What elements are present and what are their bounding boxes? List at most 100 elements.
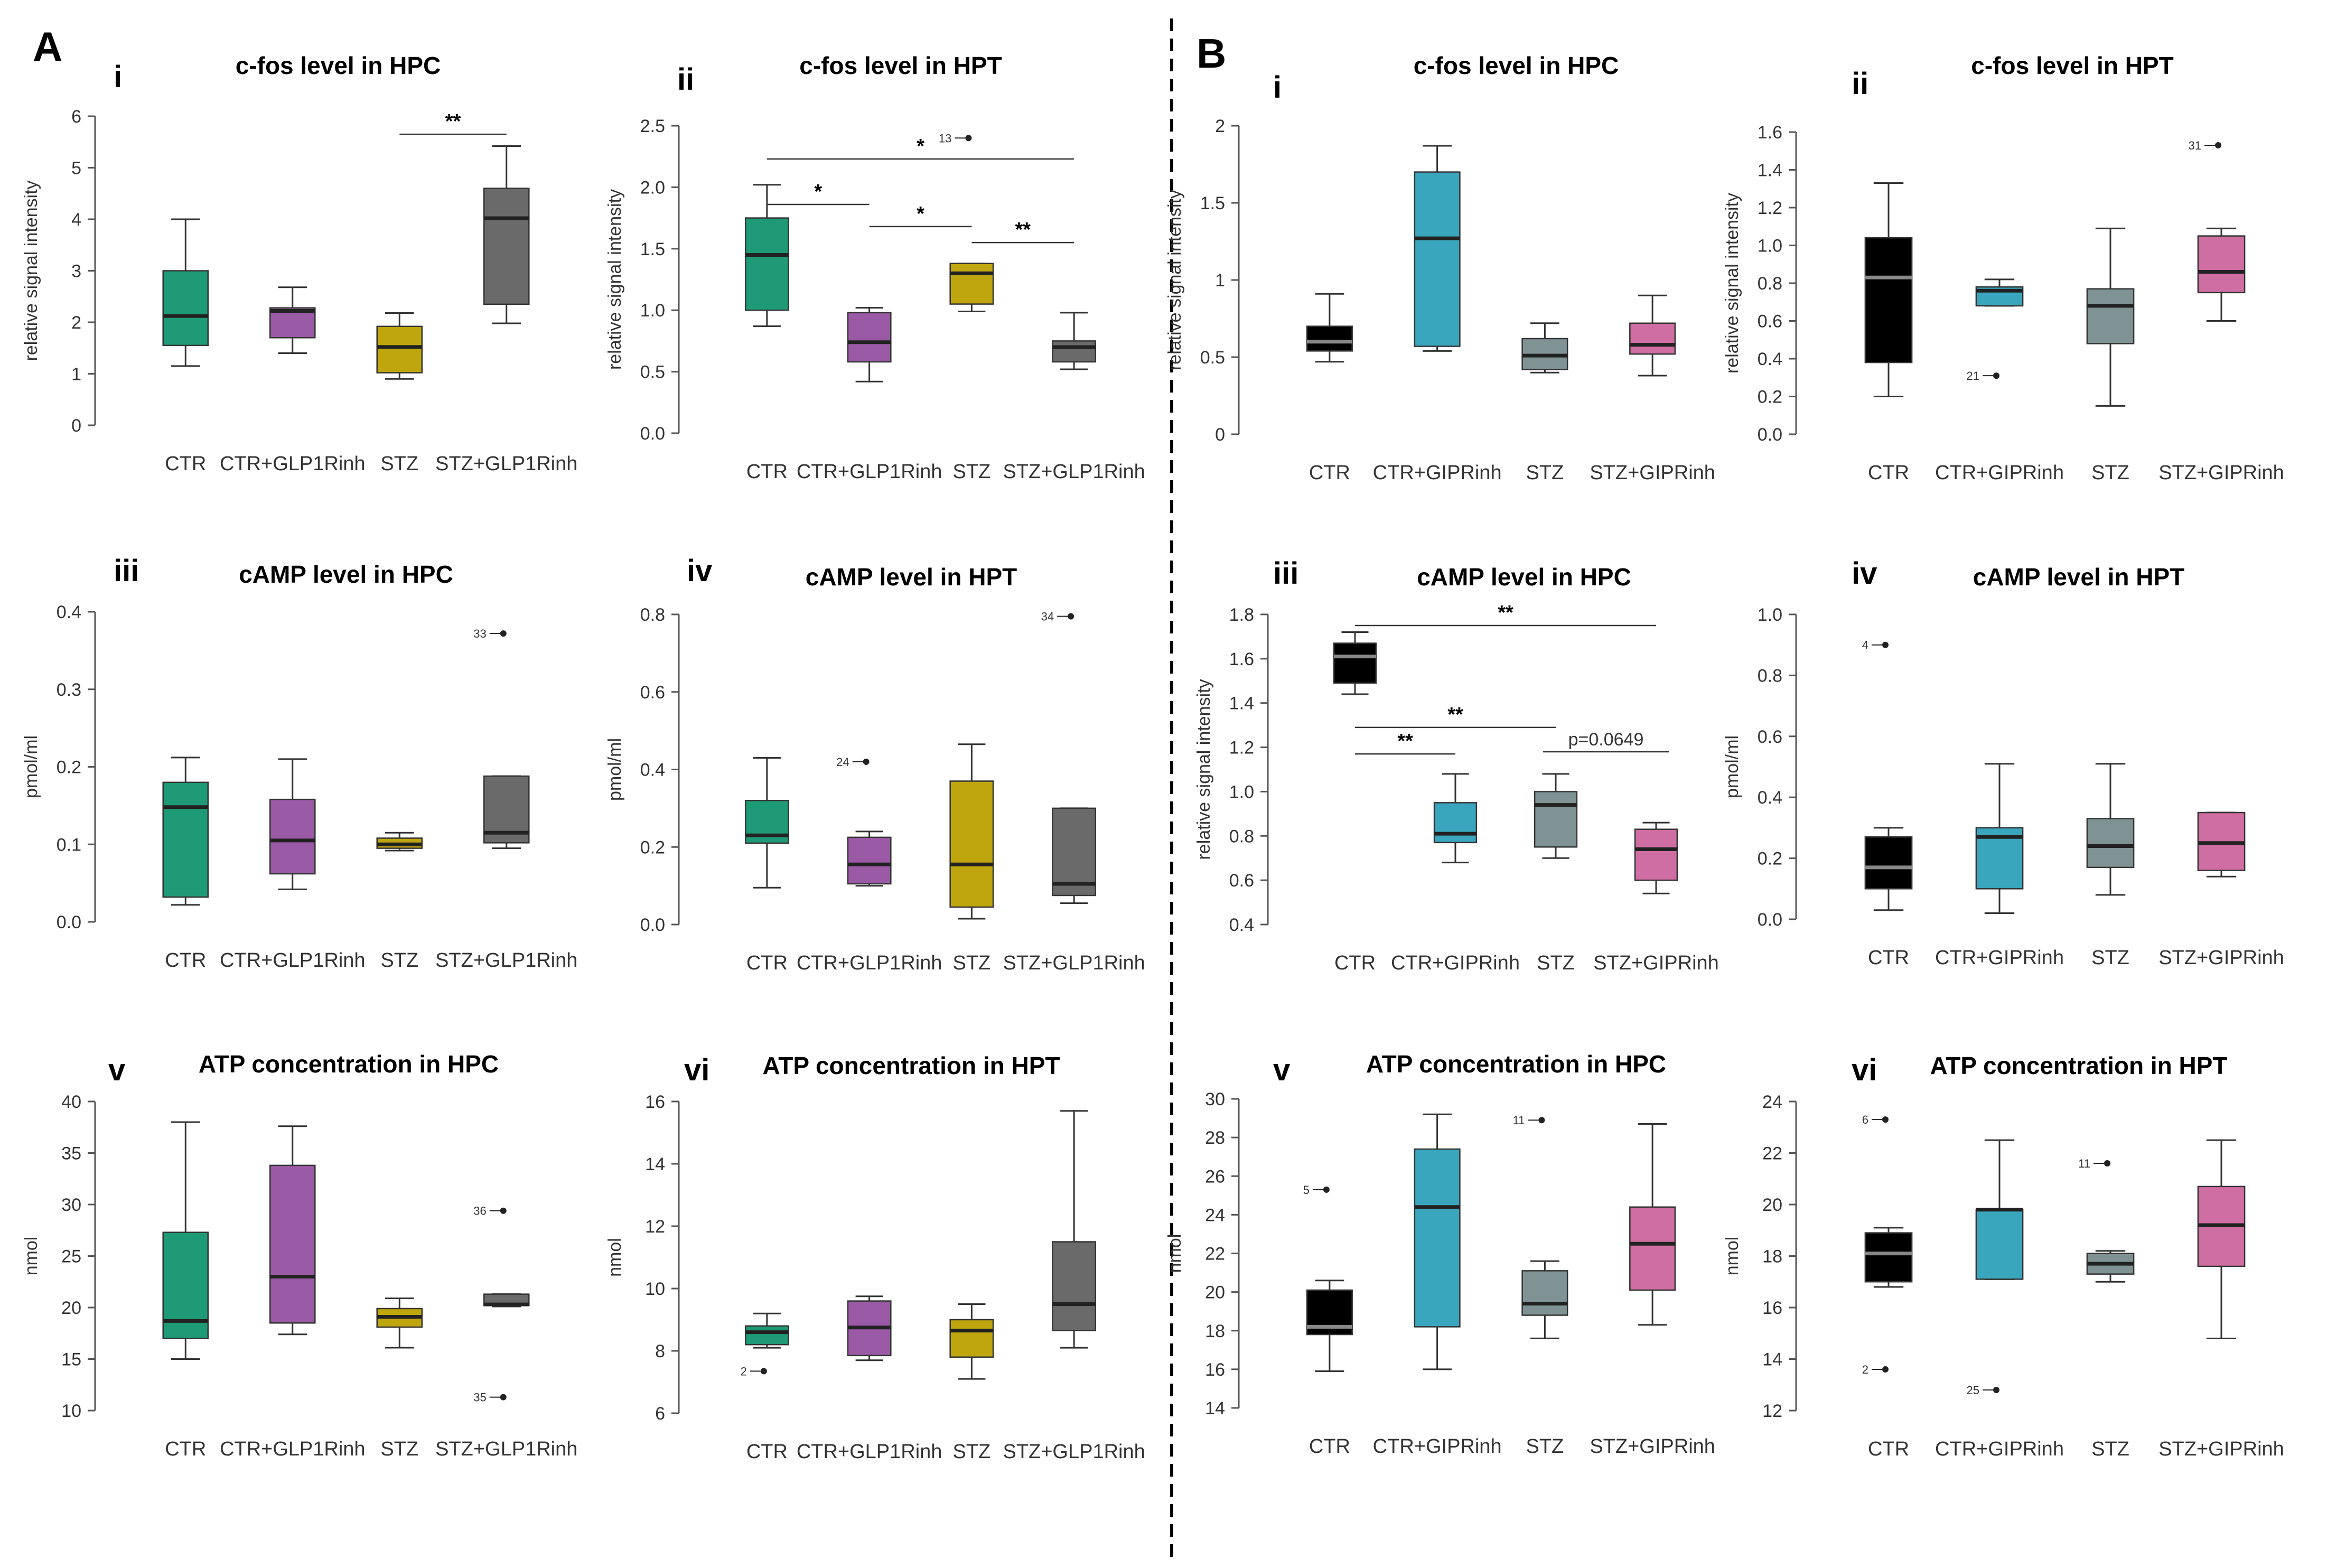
box-body-1 (1414, 171, 1461, 347)
y-axis-label: nmol (21, 1237, 41, 1276)
outlier-point (500, 630, 507, 637)
x-category-label: CTR+GLP1Rinh (220, 1438, 366, 1460)
y-tick-label: 30 (61, 1195, 81, 1215)
y-tick-label: 0.4 (640, 760, 665, 780)
y-tick-label: 0.0 (57, 912, 81, 932)
outlier-label: 4 (1862, 639, 1868, 652)
y-tick-label: 10 (645, 1279, 665, 1299)
x-category-label: CTR+GIPRinh (1373, 1435, 1502, 1458)
y-tick-label: 2.5 (640, 116, 665, 136)
y-tick-label: 0.4 (1758, 349, 1782, 369)
x-category-label: CTR (1868, 947, 1909, 969)
x-category-label: CTR (746, 1441, 788, 1463)
x-category-label: CTR (1334, 952, 1376, 974)
y-axis-label: nmol (605, 1238, 625, 1277)
y-tick-label: 16 (645, 1092, 665, 1112)
outlier-label: 25 (1967, 1384, 1979, 1397)
box-body-3 (483, 188, 530, 305)
box-body-2 (1534, 791, 1578, 848)
significance-label: ** (1397, 730, 1413, 752)
x-category-label: STZ (1526, 1435, 1564, 1458)
y-tick-label: 28 (1205, 1128, 1225, 1148)
panel-roman-numeral: i (1273, 70, 1282, 105)
y-tick-label: 0.6 (1758, 312, 1782, 332)
x-category-label: STZ+GLP1Rinh (435, 949, 577, 972)
outlier-point (1538, 1117, 1545, 1124)
y-axis-label: nmol (1165, 1234, 1185, 1273)
y-tick-label: 1.5 (1200, 193, 1225, 213)
y-tick-label: 25 (61, 1247, 81, 1267)
y-tick-label: 4 (71, 210, 81, 230)
box-body-0 (1864, 1232, 1913, 1283)
outlier-label: 6 (1862, 1113, 1868, 1126)
y-tick-label: 1.8 (1229, 605, 1254, 625)
panel-roman-numeral: iii (114, 554, 139, 588)
y-tick-label: 1 (71, 365, 81, 385)
x-category-label: STZ (2091, 947, 2129, 969)
outlier-label: 5 (1303, 1183, 1310, 1197)
section-label-b: B (1197, 30, 1226, 77)
y-tick-label: 3 (71, 262, 81, 282)
box-body-2 (949, 780, 994, 908)
box-body-1 (847, 836, 892, 885)
outlier-point (500, 1394, 507, 1401)
box-body-3 (1052, 340, 1097, 363)
outlier-point (1882, 641, 1889, 648)
outlier-point (760, 1368, 767, 1375)
box-body-0 (162, 781, 209, 898)
x-category-label: STZ+GLP1Rinh (435, 1438, 577, 1460)
y-axis-label: pmol/ml (1722, 735, 1742, 798)
significance-label: ** (1498, 602, 1513, 624)
x-category-label: CTR (1309, 462, 1350, 484)
y-tick-label: 20 (1205, 1283, 1225, 1303)
outlier-point (2104, 1160, 2110, 1166)
y-axis-label: relative signal intensity (1722, 193, 1742, 374)
box-body-0 (162, 270, 209, 347)
panel-title: cAMP level in HPT (1973, 563, 2185, 591)
chart-panel-b-iv: iv cAMP level in HPT 0.0 0.2 0.4 0.6 0.8 1.0 pmo… (1722, 556, 2284, 969)
y-tick-label: 8 (655, 1341, 665, 1361)
outlier-point (500, 1207, 507, 1214)
x-category-label: STZ (1526, 462, 1564, 484)
y-tick-label: 24 (1762, 1092, 1782, 1112)
y-tick-label: 12 (1762, 1401, 1782, 1421)
x-category-label: CTR+GLP1Rinh (797, 952, 942, 974)
panel-roman-numeral: v (108, 1053, 125, 1087)
outlier-point (1882, 1366, 1889, 1373)
y-tick-label: 0 (71, 416, 81, 436)
chart-panel-a-iii: iii cAMP level in HPC 0.0 0.1 0.2 0.3 0.4 pmol/… (21, 554, 577, 972)
y-tick-label: 0.6 (640, 683, 665, 703)
y-tick-label: 0 (1215, 425, 1225, 445)
outlier-point (863, 758, 870, 765)
y-tick-label: 1.0 (1758, 605, 1782, 625)
x-category-label: CTR+GIPRinh (1373, 462, 1502, 484)
y-tick-label: 0.2 (57, 758, 81, 778)
y-axis-label: relative signal intensity (605, 189, 625, 370)
y-tick-label: 0.0 (640, 424, 665, 444)
y-tick-label: 0.0 (1758, 425, 1782, 445)
y-tick-label: 0.8 (1758, 274, 1782, 294)
significance-label: * (917, 203, 924, 225)
x-category-label: CTR (165, 949, 206, 972)
x-category-label: CTR (165, 1438, 206, 1460)
y-tick-label: 1.6 (1229, 649, 1254, 669)
box-body-3 (1052, 1241, 1097, 1331)
box-body-2 (2086, 288, 2135, 344)
box-body-2 (1521, 1270, 1568, 1316)
chart-panel-a-v: v ATP concentration in HPC 10 15 20 25 30 35 40 n… (21, 1050, 577, 1460)
panel-roman-numeral: iv (1852, 556, 1877, 591)
box-body-1 (847, 312, 892, 363)
significance-label: * (814, 181, 822, 203)
x-category-label: CTR+GLP1Rinh (220, 453, 366, 475)
y-tick-label: 12 (645, 1217, 665, 1237)
box-body-3 (1629, 1206, 1676, 1291)
panel-roman-numeral: vi (1852, 1053, 1877, 1087)
box-body-0 (1864, 836, 1913, 890)
y-tick-label: 0.4 (57, 602, 81, 622)
box-body-1 (1975, 1209, 2024, 1280)
outlier-label: 13 (939, 132, 951, 145)
y-tick-label: 1.0 (1758, 236, 1782, 256)
panel-title: cAMP level in HPC (1417, 563, 1631, 591)
panel-roman-numeral: ii (677, 62, 694, 97)
